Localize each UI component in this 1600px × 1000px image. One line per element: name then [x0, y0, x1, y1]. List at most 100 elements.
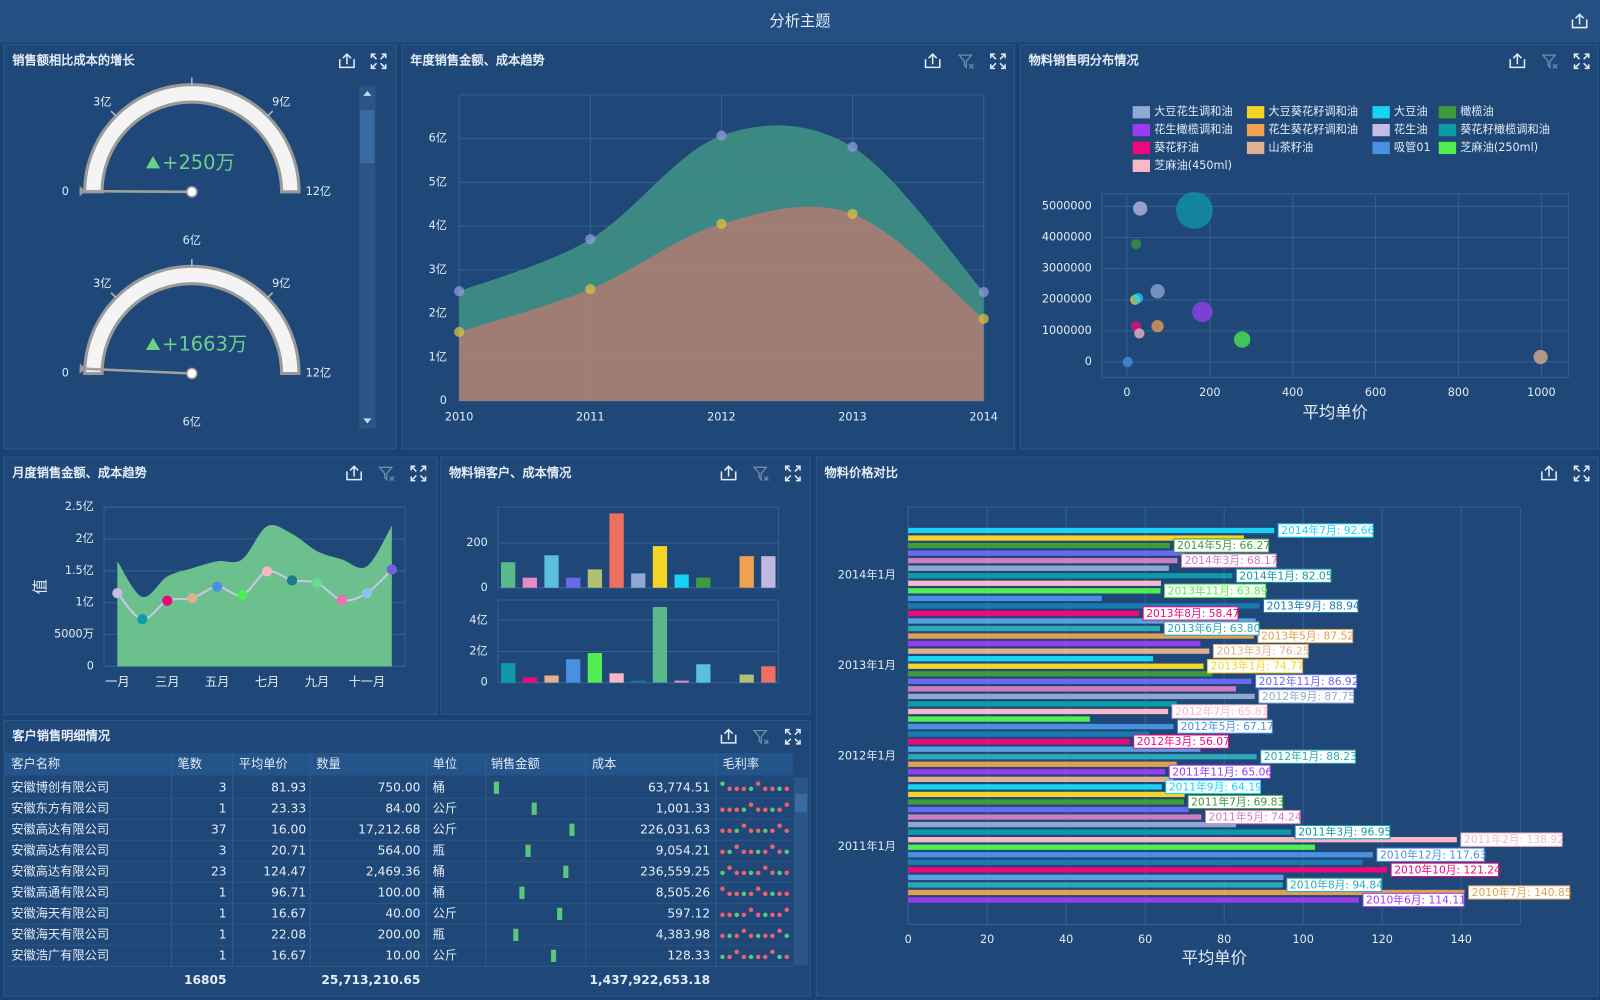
- share-button[interactable]: [720, 465, 737, 481]
- y-tick-label: 0: [87, 659, 94, 672]
- spark-dot: [777, 891, 782, 897]
- share-button[interactable]: [924, 52, 941, 69]
- table-cell: 10.00: [385, 948, 420, 962]
- gauge-needle: [79, 367, 192, 375]
- table-total: 25,713,210.65: [321, 973, 420, 987]
- value-label-box: [1212, 644, 1309, 659]
- value-label-box: [1390, 862, 1499, 877]
- filter-button[interactable]: [1541, 54, 1558, 69]
- value-label: 2011年5月: 74.24: [1209, 811, 1302, 824]
- bar: [908, 776, 1173, 782]
- spark-dot: [741, 891, 747, 897]
- filter-button[interactable]: [378, 466, 395, 482]
- bubble: [1192, 301, 1213, 323]
- gauge-tick-label: 0: [62, 366, 69, 379]
- legend-label: 吸管01: [1394, 140, 1431, 154]
- bar: [631, 680, 646, 683]
- table-cell: 226,031.63: [640, 822, 710, 836]
- spark-dot: [784, 891, 789, 897]
- share-button[interactable]: [1571, 13, 1588, 29]
- bar: [908, 829, 1292, 835]
- spark-dot: [777, 870, 782, 876]
- fullscreen-button[interactable]: [410, 465, 427, 482]
- area: [117, 525, 392, 667]
- share-button[interactable]: [720, 728, 737, 744]
- share-button[interactable]: [346, 465, 362, 481]
- sparkbar: [525, 844, 531, 857]
- y-tick-label: 5000万: [54, 627, 94, 640]
- data-point: [112, 588, 123, 599]
- sparkbar: [513, 928, 519, 942]
- column-header: 单位: [433, 756, 457, 771]
- gauge-tick-label: 12亿: [306, 185, 332, 198]
- spark-dot: [734, 828, 739, 834]
- value-label: 2010年7月: 140.85: [1472, 886, 1572, 899]
- table-total: 1,437,922,653.18: [589, 973, 710, 987]
- filter-button[interactable]: [752, 729, 769, 745]
- bar: [908, 897, 1359, 903]
- data-point: [585, 283, 596, 295]
- value-label-box: [1468, 885, 1571, 900]
- bar: [908, 716, 1090, 722]
- fullscreen-button[interactable]: [370, 53, 387, 70]
- fullscreen-button[interactable]: [1573, 465, 1590, 482]
- data-point: [311, 577, 323, 589]
- bar: [908, 784, 1162, 790]
- fullscreen-button[interactable]: [784, 465, 801, 482]
- spark-dot: [748, 849, 754, 855]
- share-button[interactable]: [1541, 465, 1557, 481]
- legend-swatch: [1132, 123, 1150, 137]
- table-cell: 23: [211, 864, 227, 878]
- filter-button[interactable]: [752, 466, 769, 482]
- spark-dot: [770, 807, 775, 813]
- data-point: [716, 218, 727, 230]
- table-cell: 3: [219, 780, 227, 794]
- fullscreen-button[interactable]: [1573, 53, 1590, 70]
- spark-dot: [777, 849, 782, 855]
- spark-dot: [784, 933, 789, 939]
- value-label: 2013年3月: 76.25: [1216, 645, 1309, 658]
- scrollbar-thumb[interactable]: [360, 110, 375, 164]
- spark-dot: [770, 870, 775, 876]
- x-tick-label: 0: [905, 933, 912, 946]
- scroll-down[interactable]: [363, 418, 372, 424]
- legend-swatch: [1438, 123, 1457, 137]
- spark-dot: [777, 928, 782, 934]
- bar: [908, 618, 1256, 624]
- bar: [908, 731, 1150, 737]
- table-cell: 安徽高达有限公司: [11, 863, 109, 878]
- table-cell: 63,774.51: [648, 780, 710, 794]
- bar: [739, 556, 754, 588]
- bar: [501, 562, 516, 588]
- gauge-tick-label: 6亿: [183, 234, 201, 247]
- fullscreen-button[interactable]: [784, 728, 801, 745]
- bar: [566, 577, 581, 588]
- y-tick-label: 2013年1月: [838, 658, 896, 672]
- table-cell: 1: [219, 885, 227, 899]
- value-label: 2012年3月: 56.07: [1137, 735, 1230, 748]
- share-button[interactable]: [339, 52, 355, 69]
- bar: [908, 550, 1185, 556]
- data-point: [454, 326, 465, 338]
- value-label-box: [1257, 628, 1354, 644]
- data-point: [585, 234, 596, 245]
- gauge-band: [83, 264, 301, 375]
- gauge-tick: [267, 110, 274, 117]
- bar: [908, 603, 1260, 609]
- table-cell: 1: [219, 927, 227, 941]
- y-tick-label: 2012年1月: [838, 749, 896, 763]
- spark-dot: [763, 912, 768, 918]
- value-label: 2012年9月: 87.75: [1262, 690, 1355, 703]
- legend-swatch: [1372, 123, 1390, 137]
- bar: [908, 656, 1154, 662]
- gauge-tick-label: 0: [62, 185, 69, 198]
- value-label-box: [1255, 674, 1358, 689]
- filter-button[interactable]: [957, 54, 974, 69]
- scrollbar-thumb[interactable]: [794, 793, 808, 813]
- gauge-band: [83, 83, 301, 194]
- fullscreen-button[interactable]: [990, 53, 1006, 70]
- x-tick-label: 400: [1282, 386, 1303, 399]
- share-button[interactable]: [1509, 52, 1526, 69]
- scroll-up[interactable]: [363, 90, 372, 96]
- table-cell: 桶: [433, 863, 445, 878]
